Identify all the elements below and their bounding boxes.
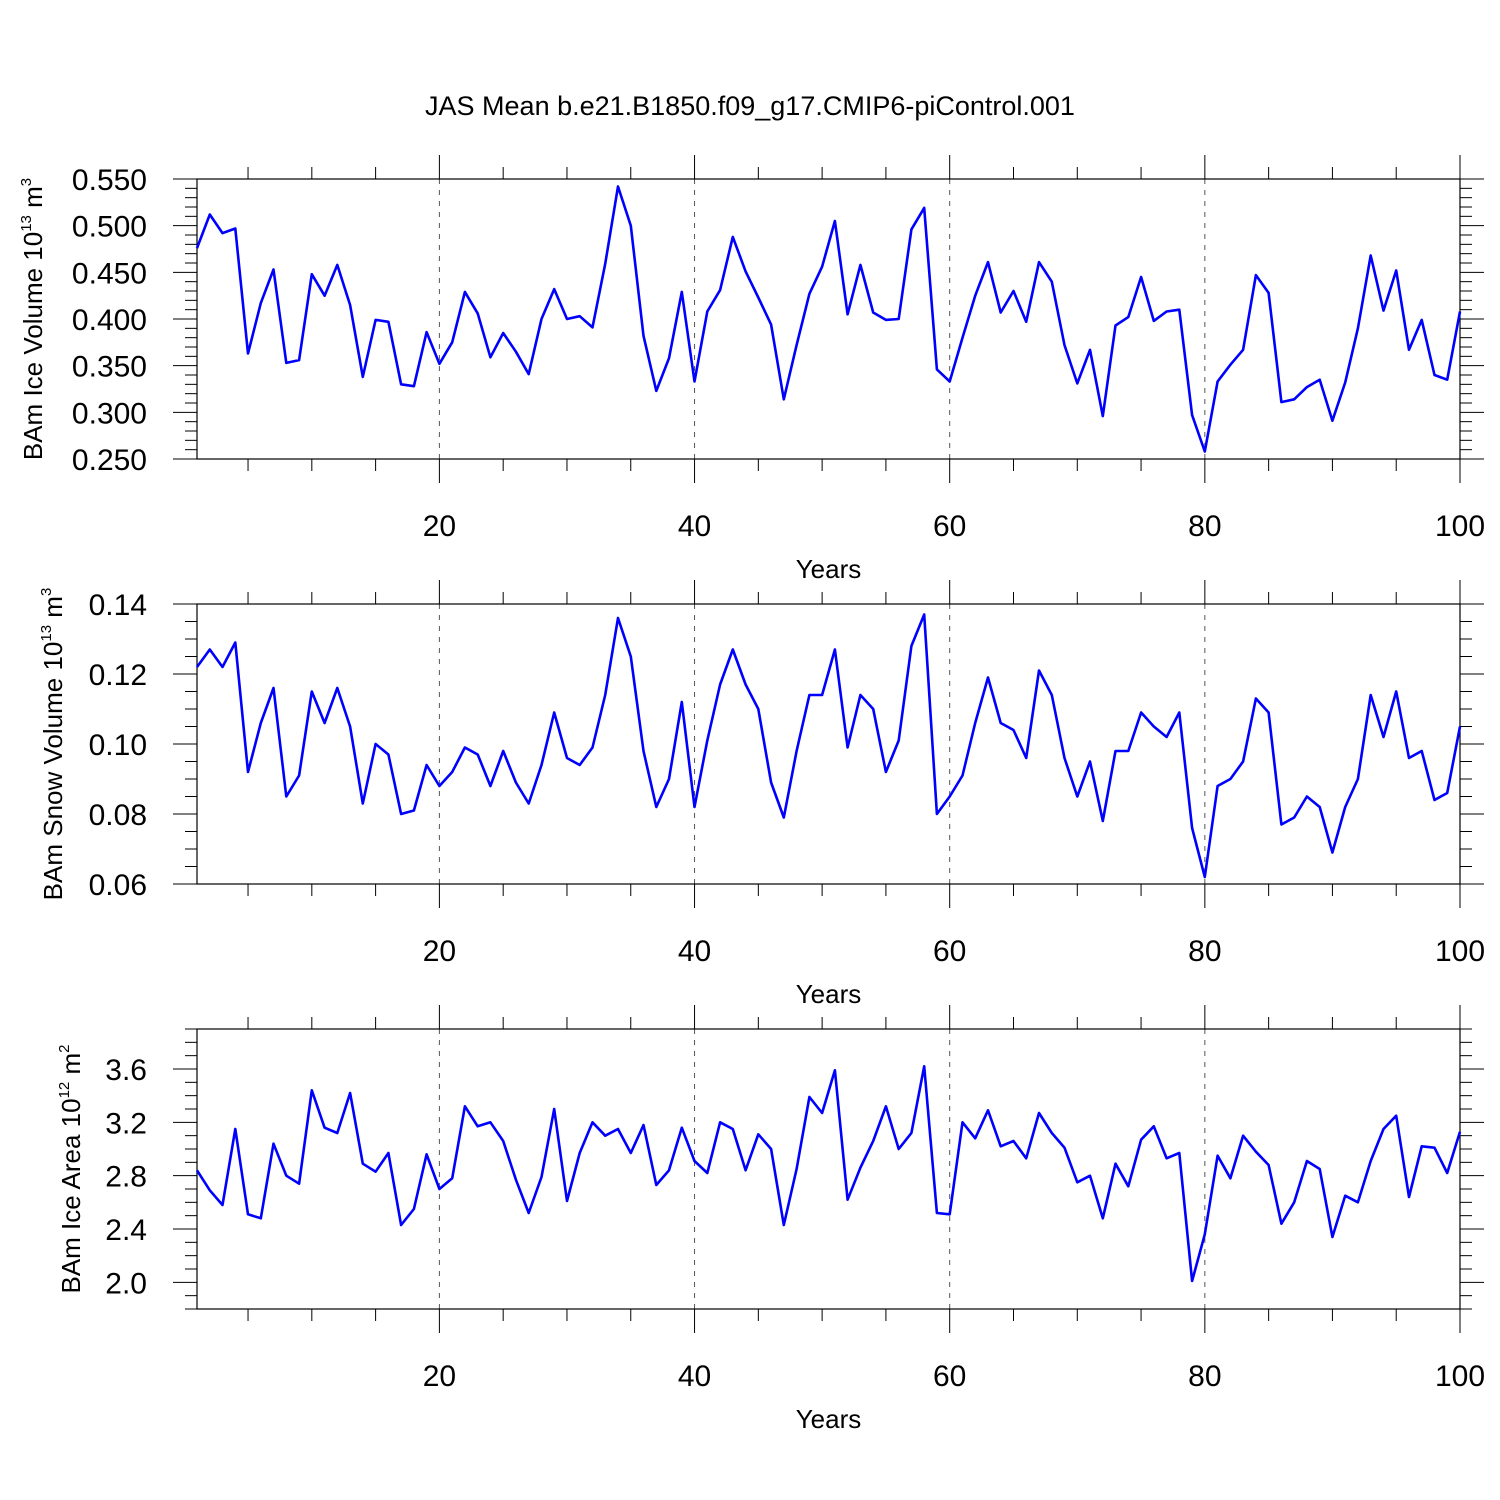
- y-tick-label: 0.12: [89, 659, 147, 692]
- y-tick-label: 0.10: [89, 729, 147, 762]
- x-tick-label: 80: [1188, 935, 1221, 968]
- x-axis-label: Years: [796, 979, 862, 1009]
- panel-1: 20 40 60 80 100 0.250 0.300 0.350 0.400 0.450 0.50…: [18, 155, 1485, 584]
- y-axis-label-main: BAm Ice Area 10: [56, 1098, 86, 1293]
- y-tick-label: 2.4: [105, 1214, 147, 1247]
- y-tick-label: 2.8: [105, 1161, 147, 1194]
- series-line: [195, 185, 1462, 453]
- x-tick-label: 40: [678, 935, 711, 968]
- y-tick-label: 0.300: [72, 397, 147, 430]
- x-tick-label: 60: [933, 1360, 966, 1393]
- x-tick-label: 20: [423, 510, 456, 543]
- y-axis-label: BAm Snow Volume 1013 m3: [38, 588, 68, 901]
- panels: 20 40 60 80 100 0.250 0.300 0.350 0.400 0.450 0.50…: [18, 155, 1485, 1434]
- y-axis-label-main: BAm Snow Volume 10: [38, 642, 68, 901]
- y-tick-label: 0.14: [89, 589, 147, 622]
- series-line: [195, 1065, 1462, 1283]
- y-tick-label: 0.250: [72, 444, 147, 477]
- figure-title: JAS Mean b.e21.B1850.f09_g17.CMIP6-piCon…: [425, 91, 1075, 121]
- y-axis-label-unit: m: [18, 186, 48, 215]
- y-tick-label: 0.500: [72, 211, 147, 244]
- plot-frame: [196, 1028, 1461, 1310]
- panel-3: 20 40 60 80 100 2.0 2.4 2.8 3.2 3.6 Years BAm Ice A…: [56, 1005, 1485, 1434]
- x-tick-label: 100: [1435, 1360, 1485, 1393]
- y-tick-label: 3.2: [105, 1107, 147, 1140]
- x-tick-label: 20: [423, 935, 456, 968]
- y-tick-label: 2.0: [105, 1267, 147, 1300]
- y-axis-label-exponent: 13: [18, 215, 35, 232]
- y-axis-label-unit-exponent: 3: [18, 178, 35, 186]
- y-axis-label-exponent: 13: [38, 625, 55, 642]
- y-axis-label-unit-exponent: 3: [38, 588, 55, 596]
- y-tick-label: 0.08: [89, 799, 147, 832]
- y-tick-label: 0.400: [72, 304, 147, 337]
- y-axis-label-unit: m: [56, 1053, 86, 1082]
- x-tick-label: 100: [1435, 935, 1485, 968]
- x-tick-label: 60: [933, 510, 966, 543]
- x-tick-label: 60: [933, 935, 966, 968]
- x-axis-label: Years: [796, 1404, 862, 1434]
- y-axis-label: BAm Ice Volume 1013 m3: [18, 178, 48, 460]
- y-axis-label-main: BAm Ice Volume 10: [18, 232, 48, 460]
- y-axis-label-exponent: 12: [56, 1082, 73, 1099]
- y-axis-label-unit-exponent: 2: [56, 1044, 73, 1052]
- x-tick-label: 40: [678, 1360, 711, 1393]
- series-line: [195, 613, 1462, 879]
- y-tick-label: 0.06: [89, 869, 147, 902]
- x-tick-label: 80: [1188, 1360, 1221, 1393]
- x-axis-label: Years: [796, 554, 862, 584]
- x-tick-label: 20: [423, 1360, 456, 1393]
- panel-2: 20 40 60 80 100 0.06 0.08 0.10 0.12 0.14 Years BAm …: [38, 580, 1485, 1009]
- y-tick-label: 0.350: [72, 351, 147, 384]
- x-tick-label: 40: [678, 510, 711, 543]
- y-tick-label: 3.6: [105, 1054, 147, 1087]
- x-tick-label: 80: [1188, 510, 1221, 543]
- y-axis-label: BAm Ice Area 1012 m2: [56, 1044, 86, 1293]
- y-tick-label: 0.450: [72, 257, 147, 290]
- y-axis-label-unit: m: [38, 596, 68, 625]
- y-tick-label: 0.550: [72, 164, 147, 197]
- x-tick-label: 100: [1435, 510, 1485, 543]
